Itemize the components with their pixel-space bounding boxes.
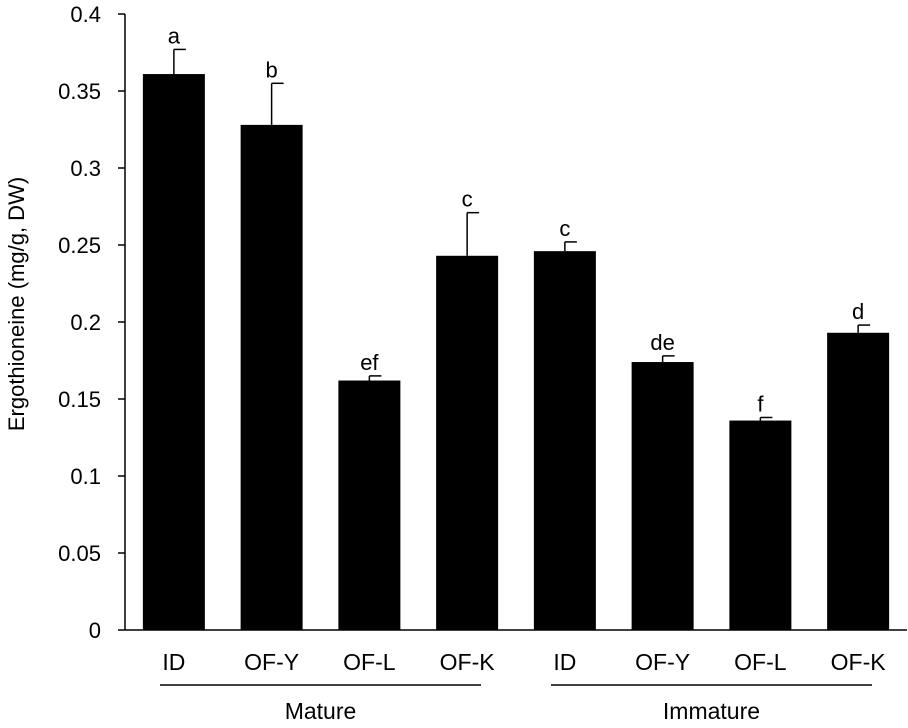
x-category-label: OF-Y (244, 649, 299, 675)
group-label: Mature (285, 698, 357, 724)
x-category-label: OF-K (831, 649, 887, 675)
x-category-label: OF-Y (635, 649, 690, 675)
y-tick-label: 0 (89, 618, 101, 643)
y-tick-label: 0.1 (70, 464, 101, 489)
y-tick-label: 0.05 (58, 541, 101, 566)
x-category-label: ID (553, 649, 576, 675)
x-category-label: ID (162, 649, 185, 675)
x-category-label: OF-L (734, 649, 787, 675)
significance-label: de (650, 330, 674, 355)
bar (827, 332, 890, 630)
group-label: Immature (663, 698, 760, 724)
significance-label: c (462, 187, 473, 212)
x-category-label: OF-K (440, 649, 496, 675)
x-category-label: OF-L (343, 649, 396, 675)
significance-label: d (852, 299, 864, 324)
y-tick-label: 0.15 (58, 387, 101, 412)
bars (142, 48, 890, 630)
bar (533, 251, 596, 630)
significance-label: f (757, 391, 764, 416)
bar (338, 380, 401, 630)
bar (436, 255, 499, 630)
y-axis-label: Ergothioneine (mg/g, DW) (4, 177, 29, 431)
y-tick-label: 0.2 (70, 310, 101, 335)
bar (142, 74, 205, 630)
y-tick-label: 0.4 (70, 2, 101, 27)
bar (240, 124, 303, 630)
bar (729, 420, 792, 630)
significance-label: c (559, 216, 570, 241)
significance-label: b (266, 57, 278, 82)
y-tick-label: 0.25 (58, 233, 101, 258)
bar (631, 362, 694, 630)
y-tick-label: 0.3 (70, 156, 101, 181)
labels: 0 0.05 0.1 0.15 0.2 0.25 0.3 0.35 0.4 a ID b OF-Y ef O… (58, 2, 886, 724)
y-tick-label: 0.35 (58, 79, 101, 104)
significance-label: a (168, 23, 181, 48)
significance-label: ef (360, 350, 379, 375)
